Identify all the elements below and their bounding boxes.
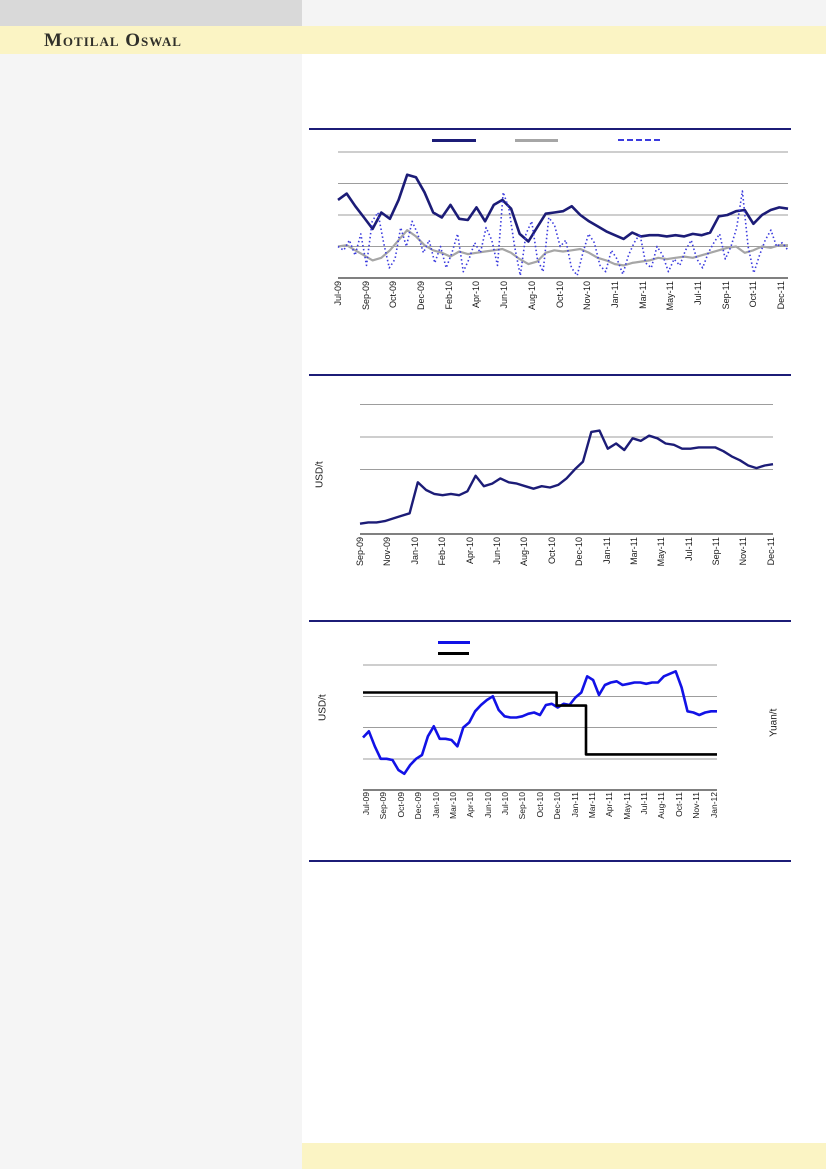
x-tick-label: Oct-10 (534, 792, 545, 818)
chart1-legend-gray-line (515, 139, 558, 142)
x-tick-label: Jul-11 (692, 281, 703, 305)
chart-1-relative-performance-series-gray (337, 228, 788, 267)
section-rule-1 (309, 128, 791, 130)
x-tick-label: Aug-10 (526, 281, 537, 311)
x-tick-label: Dec-10 (574, 537, 585, 567)
x-tick-label: Feb-10 (443, 281, 454, 310)
x-tick-label: Sep-09 (378, 792, 389, 820)
chart3-x-axis-labels: Jul-09 Sep-09 Oct-09 Dec-09 Jan-10 Mar-10 Apr-… (361, 792, 719, 842)
x-tick-label: Apr-11 (604, 792, 615, 817)
relative-performance-chart (337, 151, 789, 279)
section-rule-4 (309, 860, 791, 862)
x-tick-label: May-11 (665, 281, 676, 311)
x-tick-label: Jul-11 (683, 537, 694, 561)
top-light-strip (302, 0, 826, 26)
x-tick-label: Jan-11 (601, 537, 612, 564)
section-rule-3 (309, 620, 791, 622)
chart1-legend-dotted-line (618, 139, 660, 141)
x-tick-label: Sep-09 (355, 537, 365, 567)
chart3-y-axis-label-left: USD/t (317, 694, 329, 721)
x-tick-label: Sep-10 (517, 792, 528, 820)
x-tick-label: Jan-11 (569, 792, 580, 818)
chart1-x-axis-labels: Jul-09 Sep-09 Oct-09 Dec-09 Feb-10 Apr-10 Jun-… (333, 281, 786, 329)
x-tick-label: Feb-10 (437, 537, 448, 566)
top-gray-bar (0, 0, 302, 26)
x-tick-label: Oct-11 (748, 281, 759, 308)
x-tick-label: Apr-10 (465, 792, 476, 818)
bottom-yellow-bar (302, 1143, 826, 1169)
x-tick-label: May-11 (621, 792, 632, 820)
x-tick-label: Sep-11 (720, 281, 731, 310)
x-tick-label: Jul-11 (639, 792, 649, 815)
x-tick-label: Nov-11 (691, 792, 702, 819)
x-tick-label: Apr-10 (471, 281, 482, 309)
x-tick-label: Jan-10 (430, 792, 441, 818)
x-tick-label: Nov-10 (582, 281, 593, 311)
x-tick-label: Jan-10 (409, 537, 420, 565)
x-tick-label: Sep-11 (711, 537, 722, 566)
chart2-y-axis-label: USD/t (314, 461, 326, 489)
x-tick-label: Aug-10 (519, 537, 530, 567)
chart1-legend-navy-line (432, 139, 476, 142)
x-tick-label: Sep-09 (360, 281, 371, 311)
x-tick-label: Jan-12 (708, 792, 719, 818)
x-tick-label: Oct-10 (546, 537, 557, 565)
chart-1-relative-performance-series-navy (337, 173, 789, 243)
x-tick-label: Jul-10 (500, 792, 510, 816)
x-tick-label: Mar-10 (447, 792, 458, 819)
chart3-legend-blue-line (438, 641, 470, 644)
chart-2-commodity-price-series-navy (359, 429, 774, 525)
usd-vs-yuan-price-chart (362, 664, 717, 791)
chart3-y-axis-label-right: Yuan/t (768, 708, 780, 737)
x-tick-label: Jan-11 (609, 281, 620, 308)
x-tick-label: Mar-11 (628, 537, 639, 565)
x-tick-label: May-11 (656, 537, 667, 567)
left-sidebar-panel (0, 54, 302, 1169)
section-rule-2 (309, 374, 791, 376)
commodity-price-chart (359, 404, 774, 535)
x-tick-label: Dec-09 (413, 792, 424, 820)
x-tick-label: Oct-09 (388, 281, 399, 309)
x-tick-label: Oct-09 (395, 792, 406, 818)
chart-3-usd-vs-yuan-price-series-blue (362, 670, 717, 776)
x-tick-label: Dec-10 (552, 792, 563, 820)
x-tick-label: Jun-10 (482, 792, 493, 818)
x-tick-label: Jul-09 (361, 792, 371, 816)
x-tick-label: Dec-11 (765, 537, 776, 566)
x-tick-label: Oct-10 (554, 281, 565, 309)
x-tick-label: Jun-10 (491, 537, 502, 565)
x-tick-label: Jul-09 (333, 281, 343, 306)
chart-3-usd-vs-yuan-price-series-black-step (363, 691, 717, 756)
x-tick-label: Dec-11 (776, 281, 786, 310)
x-tick-label: Oct-11 (673, 792, 684, 817)
x-tick-label: Jun-10 (499, 281, 510, 309)
brand-banner: Motilal Oswal (0, 26, 826, 54)
x-tick-label: Mar-11 (586, 792, 597, 819)
x-tick-label: Apr-10 (464, 537, 475, 565)
brand-logo-text: Motilal Oswal (44, 29, 182, 51)
x-tick-label: Aug-11 (656, 792, 667, 819)
x-tick-label: Nov-11 (738, 537, 749, 566)
x-tick-label: Dec-09 (416, 281, 427, 311)
chart3-legend-black-line (438, 652, 469, 655)
x-tick-label: Nov-09 (382, 537, 393, 567)
chart2-x-axis-labels: Sep-09 Nov-09 Jan-10 Feb-10 Apr-10 Jun-10 Aug-… (355, 537, 776, 587)
x-tick-label: Mar-11 (637, 281, 648, 309)
